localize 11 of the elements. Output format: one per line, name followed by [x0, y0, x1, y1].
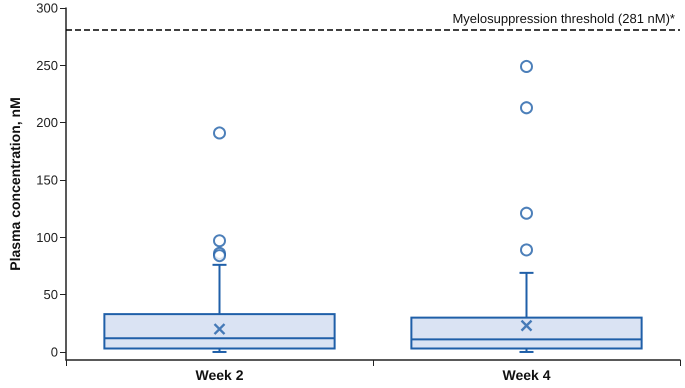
y-tick-label: 50	[44, 287, 58, 302]
y-tick-label: 150	[36, 172, 58, 188]
y-tick-label: 0	[50, 344, 58, 360]
x-tick-label: Week 4	[502, 367, 551, 383]
ref-line-label: Myelosuppression threshold (281 nM)*	[452, 10, 675, 26]
y-axis-title: Plasma concentration, nM	[7, 97, 23, 271]
y-tick-label: 300	[36, 0, 58, 16]
y-tick-label: 200	[36, 115, 58, 130]
y-tick-label: 250	[36, 58, 58, 73]
x-tick-label: Week 2	[196, 367, 244, 383]
y-tick-label: 100	[36, 230, 58, 245]
